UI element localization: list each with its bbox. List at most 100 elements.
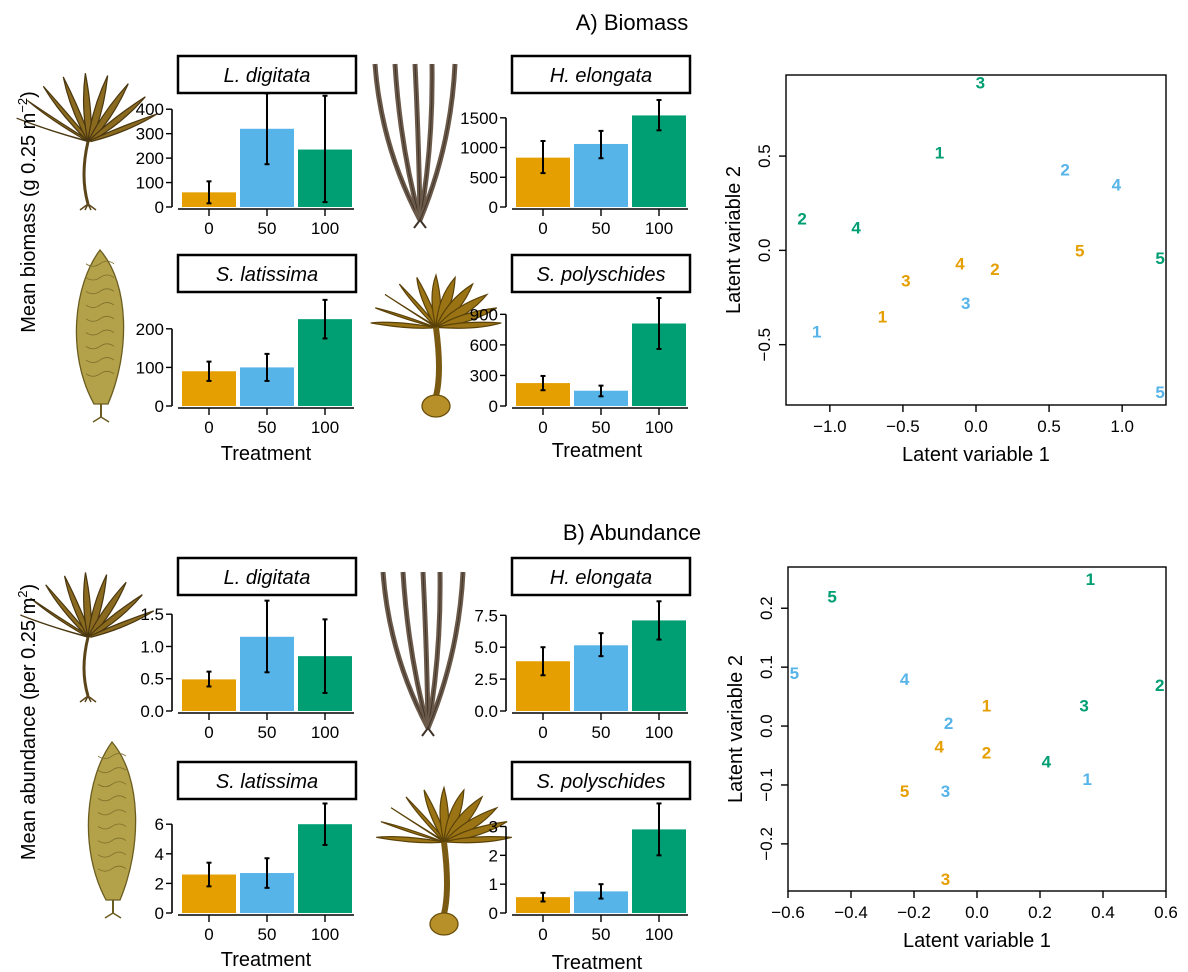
himanthalia-elongata-illustration xyxy=(372,63,458,229)
y-tick-label: −0.1 xyxy=(757,768,776,802)
blade xyxy=(87,740,137,901)
point-label-treatment-0: 5 xyxy=(1075,241,1084,260)
species-name: L. digitata xyxy=(224,567,311,589)
x-tick-label: 50 xyxy=(592,219,611,238)
shared-y-axis-label: Mean biomass (g 0.25 m−2) xyxy=(15,91,40,333)
blade-ripple xyxy=(85,329,115,336)
point-label-treatment-50: 4 xyxy=(1112,175,1122,194)
frond xyxy=(435,321,502,329)
y-axis-label-superscript: −2 xyxy=(15,98,30,113)
frond xyxy=(87,610,155,638)
x-tick-label: 100 xyxy=(311,925,339,944)
x-axis-label: Latent variable 1 xyxy=(902,444,1050,466)
blade-ripple xyxy=(85,302,115,308)
point-label-treatment-100: 1 xyxy=(935,143,944,162)
frilled-stipe xyxy=(433,327,442,397)
point-label-treatment-100: 2 xyxy=(1155,676,1164,695)
y-axis-label: Latent variable 2 xyxy=(725,655,747,803)
point-label-treatment-50: 4 xyxy=(900,670,910,689)
x-tick-label: −0.5 xyxy=(886,417,920,436)
y-tick-label: 0.2 xyxy=(757,596,776,620)
frond xyxy=(87,594,143,638)
frond xyxy=(380,821,447,843)
species-name: H. elongata xyxy=(550,65,652,87)
x-tick-label: 0 xyxy=(538,723,547,742)
bar-chart-s-latissima: S. latissima 0 50 100 0 100 200 xyxy=(136,253,358,437)
strap-edge xyxy=(427,571,441,729)
point-label-treatment-0: 4 xyxy=(934,738,944,757)
point-label-treatment-100: 4 xyxy=(851,219,861,238)
frond xyxy=(376,836,447,844)
blade-ripple xyxy=(85,357,115,363)
y-axis-label-close: ) xyxy=(18,91,40,98)
point-label-treatment-0: 3 xyxy=(941,870,950,889)
bar-treatment-0 xyxy=(516,383,570,406)
y-tick-label: 5.0 xyxy=(474,638,498,657)
frond xyxy=(26,99,92,143)
y-tick-label: 0.0 xyxy=(474,702,498,721)
y-tick-label: 300 xyxy=(470,366,498,385)
frond xyxy=(45,584,92,638)
blade-ripple xyxy=(85,370,115,377)
y-tick-label: 0.0 xyxy=(140,702,164,721)
y-tick-label: 1 xyxy=(489,875,498,894)
point-label-treatment-100: 5 xyxy=(827,587,836,606)
x-tick-label: 0 xyxy=(204,219,213,238)
strap-edge xyxy=(414,63,421,221)
x-axis-label: Treatment xyxy=(552,952,643,972)
species-strip xyxy=(176,556,358,597)
blade xyxy=(75,248,125,405)
x-tick-label: 100 xyxy=(645,723,673,742)
stipe xyxy=(82,141,90,205)
blade-ripple xyxy=(97,781,127,788)
blade-ripple xyxy=(97,809,127,816)
x-tick-label: 0 xyxy=(204,723,213,742)
bar-chart-s-polyschides: S. polyschides 0 50 100 0 300 600 900 xyxy=(470,253,692,437)
x-tick-label: 0.5 xyxy=(1037,417,1061,436)
plot-frame xyxy=(785,74,1167,406)
frond xyxy=(42,85,92,143)
y-tick-label: 200 xyxy=(136,149,164,168)
x-tick-label: −1.0 xyxy=(813,417,847,436)
species-name: S. polyschides xyxy=(537,771,666,793)
species-name: S. latissima xyxy=(216,771,318,793)
species-strip xyxy=(510,54,692,95)
holdfast xyxy=(104,912,122,919)
point-label-treatment-100: 3 xyxy=(1079,696,1088,715)
x-tick-label: 50 xyxy=(592,418,611,437)
x-axis-label: Treatment xyxy=(221,443,312,465)
y-tick-label: −0.5 xyxy=(755,328,774,362)
x-tick-label: 0.6 xyxy=(1154,903,1178,922)
point-label-treatment-50: 5 xyxy=(1155,383,1164,402)
panel-title: B) Abundance xyxy=(563,520,701,545)
bar-treatment-50 xyxy=(574,891,628,913)
bar-chart-l-digitata: L. digitata 0 50 100 0.0 0.5 1.0 1.5 xyxy=(140,556,358,742)
point-label-treatment-50: 1 xyxy=(812,322,821,341)
blade-ripple xyxy=(97,837,127,844)
frond xyxy=(30,597,92,638)
y-tick-label: 0.0 xyxy=(757,714,776,738)
bulbous-holdfast xyxy=(421,394,451,418)
laminaria-digitata-illustration xyxy=(20,572,155,703)
blade-ripple xyxy=(97,851,127,858)
point-label-treatment-50: 1 xyxy=(1083,770,1092,789)
species-name: S. latissima xyxy=(216,264,318,286)
y-tick-label: −0.2 xyxy=(757,827,776,861)
point-label-treatment-50: 3 xyxy=(961,294,970,313)
y-tick-label: 200 xyxy=(136,320,164,339)
species-name: S. polyschides xyxy=(537,264,666,286)
y-tick-label: 2.5 xyxy=(474,670,498,689)
y-tick-label: 0.5 xyxy=(755,144,774,168)
species-strip xyxy=(176,253,358,294)
species-name: H. elongata xyxy=(550,567,652,589)
y-tick-label: 1500 xyxy=(460,109,498,128)
frond xyxy=(87,83,129,143)
blade-ripple xyxy=(85,274,115,281)
y-tick-label: 0 xyxy=(489,904,498,923)
ordination-plot: −1.0 −0.5 0.0 0.5 1.0 −0.5 0.0 0.5 Latent variab… xyxy=(723,74,1167,466)
x-tick-label: 100 xyxy=(311,418,339,437)
point-label-treatment-50: 2 xyxy=(944,714,953,733)
point-label-treatment-0: 1 xyxy=(982,696,991,715)
